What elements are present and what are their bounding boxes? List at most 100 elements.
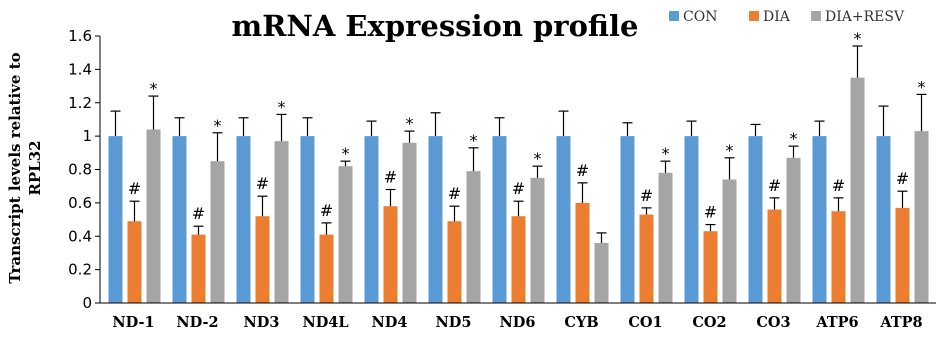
bar-dia-resv xyxy=(338,166,353,303)
x-tick-label: ND3 xyxy=(244,314,280,331)
bar-group-nd3: #* xyxy=(236,97,289,303)
bar-dia xyxy=(575,202,590,303)
significance-hash: # xyxy=(576,161,589,180)
significance-asterisk: * xyxy=(406,114,414,133)
bar-group-nd4: #* xyxy=(364,114,417,303)
bar-con xyxy=(492,136,507,303)
bar-group-cyb: # xyxy=(556,110,609,303)
x-tick-label: CO3 xyxy=(756,314,790,331)
bar-dia-resv xyxy=(210,161,225,303)
bar-dia xyxy=(383,206,398,303)
bar-con xyxy=(108,136,123,303)
significance-hash: # xyxy=(256,174,269,193)
significance-hash: # xyxy=(384,168,397,187)
bar-dia-resv xyxy=(722,179,737,303)
bar-con xyxy=(620,136,635,303)
bar-group-co3: #* xyxy=(748,123,801,303)
bar-dia-resv xyxy=(466,171,481,303)
bar-dia-resv xyxy=(530,177,545,303)
bar-group-atp6: #* xyxy=(812,29,865,303)
bar-con xyxy=(812,136,827,303)
bar-group-atp8: #* xyxy=(876,77,929,303)
x-tick-label: ND-1 xyxy=(112,314,154,331)
bars-group: #*#*#*#*#*#*#*##*#*#*#*#* xyxy=(108,29,929,303)
bar-con xyxy=(300,136,315,303)
legend-label: DIA xyxy=(763,9,791,25)
y-tick-label: 1.4 xyxy=(68,60,92,78)
y-tick-label: 0.8 xyxy=(68,161,92,179)
bar-dia xyxy=(191,234,206,303)
legend-label: CON xyxy=(683,9,717,25)
significance-hash: # xyxy=(448,184,461,203)
bar-dia xyxy=(767,209,782,303)
y-axis: 0 0.2 0.4 0.6 0.8 1 1.2 1.4 1.6 xyxy=(68,27,101,312)
bar-dia-resv xyxy=(850,77,865,303)
x-tick-label: ND4 xyxy=(372,314,408,331)
bar-group-co2: #* xyxy=(684,120,737,303)
x-tick-label: ATP8 xyxy=(879,314,922,331)
x-tick-label: ND-2 xyxy=(176,314,218,331)
bar-dia xyxy=(447,221,462,303)
x-tick-label: ND5 xyxy=(436,314,472,331)
legend-swatch-dia xyxy=(749,11,759,21)
chart-title: mRNA Expression profile xyxy=(232,9,639,43)
legend: CON DIA DIA+RESV xyxy=(669,9,905,25)
significance-asterisk: * xyxy=(470,131,478,150)
significance-asterisk: * xyxy=(790,129,798,148)
significance-asterisk: * xyxy=(918,77,926,96)
legend-label: DIA+RESV xyxy=(825,9,905,25)
bar-dia-resv xyxy=(146,129,161,303)
bar-dia xyxy=(319,234,334,303)
bar-group-nd5: #* xyxy=(428,112,481,303)
y-tick-label: 0.6 xyxy=(68,194,92,212)
significance-asterisk: * xyxy=(150,79,158,98)
bar-con xyxy=(556,136,571,303)
bar-dia-resv xyxy=(402,142,417,303)
y-tick-label: 0.2 xyxy=(68,261,92,279)
bar-dia-resv xyxy=(274,141,289,303)
x-tick-label: CO2 xyxy=(692,314,726,331)
significance-hash: # xyxy=(704,203,717,222)
significance-hash: # xyxy=(768,176,781,195)
significance-asterisk: * xyxy=(342,144,350,163)
bar-group-co1: #* xyxy=(620,122,673,303)
significance-hash: # xyxy=(640,186,653,205)
bar-con xyxy=(748,136,763,303)
y-tick-label: 0 xyxy=(82,294,92,312)
significance-hash: # xyxy=(192,204,205,223)
bar-dia xyxy=(511,216,526,303)
bar-dia xyxy=(895,207,910,303)
bar-con xyxy=(876,136,891,303)
bar-group-nd-2: #* xyxy=(172,116,225,303)
bar-group-nd4l: #* xyxy=(300,117,353,303)
x-axis: ND-1 ND-2 ND3 ND4L ND4 ND5 ND6 CYB CO1 CO2 CO3 ATP6… xyxy=(100,302,936,331)
significance-asterisk: * xyxy=(854,29,862,48)
significance-asterisk: * xyxy=(534,149,542,168)
bar-dia-resv xyxy=(658,172,673,303)
bar-dia-resv xyxy=(594,242,609,303)
bar-dia-resv xyxy=(786,157,801,303)
bar-con xyxy=(684,136,699,303)
bar-con xyxy=(172,136,187,303)
bar-con xyxy=(236,136,251,303)
y-tick-label: 1.6 xyxy=(68,27,92,45)
significance-asterisk: * xyxy=(278,97,286,116)
significance-hash: # xyxy=(128,179,141,198)
bar-dia xyxy=(127,221,142,303)
bar-group-nd-1: #* xyxy=(108,79,161,303)
significance-hash: # xyxy=(320,201,333,220)
legend-swatch-con xyxy=(669,11,679,21)
y-tick-label: 1.2 xyxy=(68,94,92,112)
bar-con xyxy=(364,136,379,303)
y-tick-label: 1 xyxy=(82,127,92,145)
x-tick-label: CO1 xyxy=(628,314,662,331)
significance-asterisk: * xyxy=(214,116,222,135)
x-tick-label: ND4L xyxy=(302,314,348,331)
significance-asterisk: * xyxy=(662,144,670,163)
bar-dia xyxy=(703,231,718,303)
significance-asterisk: * xyxy=(726,141,734,160)
y-axis-label: Transcript levels relative to RPL32 xyxy=(6,52,44,283)
y-tick-label: 0.4 xyxy=(68,227,92,245)
